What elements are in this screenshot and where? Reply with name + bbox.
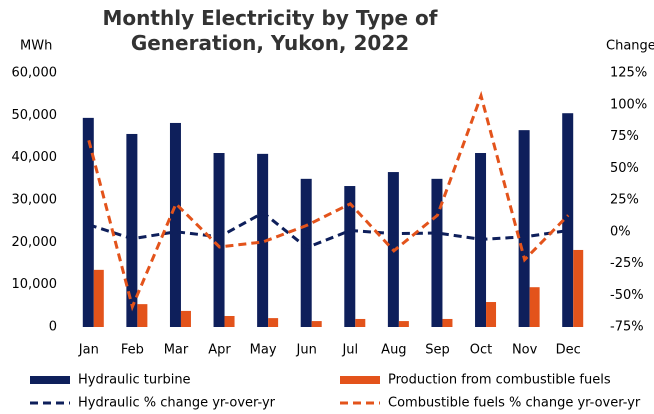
legend-label: Hydraulic % change yr-over-yr xyxy=(78,396,276,411)
y2-tick-label: -50% xyxy=(610,288,644,303)
y2-tick-label: -75% xyxy=(610,320,644,335)
bar xyxy=(442,318,453,327)
x-tick-label: Sep xyxy=(425,343,450,358)
bar xyxy=(300,178,312,327)
bar xyxy=(137,304,148,327)
y2-axis-label: Change xyxy=(606,39,654,54)
bar xyxy=(518,130,530,327)
x-tick-label: Jan xyxy=(78,343,99,358)
x-tick-label: Apr xyxy=(208,343,231,358)
bar xyxy=(257,153,269,327)
bar xyxy=(562,113,574,327)
bar xyxy=(268,318,279,327)
y-tick-label: 40,000 xyxy=(12,150,58,165)
y2-tick-label: 100% xyxy=(610,97,647,112)
bar xyxy=(93,269,104,327)
x-tick-label: Mar xyxy=(164,343,189,358)
bar xyxy=(355,318,366,327)
y-tick-label: 30,000 xyxy=(12,193,58,208)
y-tick-label: 0 xyxy=(49,320,57,335)
x-tick-label: Oct xyxy=(470,343,492,358)
bar xyxy=(573,249,584,327)
legend-label: Combustible fuels % change yr-over-yr xyxy=(388,396,641,411)
x-tick-label: Feb xyxy=(121,343,144,358)
x-tick-label: May xyxy=(250,343,277,358)
bar xyxy=(213,153,225,327)
bar xyxy=(344,186,356,327)
y2-tick-label: 125% xyxy=(610,66,647,81)
y2-tick-label: 25% xyxy=(610,193,639,208)
bar xyxy=(529,287,540,327)
bar xyxy=(82,117,94,327)
bar xyxy=(126,133,138,327)
y-axis-label: MWh xyxy=(20,39,52,54)
line-series xyxy=(88,210,569,250)
bar xyxy=(398,321,409,327)
bar xyxy=(180,310,191,327)
y2-tick-label: 75% xyxy=(610,129,639,144)
legend-swatch xyxy=(340,376,380,384)
y2-tick-label: -25% xyxy=(610,256,644,271)
bar xyxy=(431,178,443,327)
bar xyxy=(224,315,235,327)
bar xyxy=(486,302,497,327)
y-tick-label: 10,000 xyxy=(12,277,58,292)
x-tick-label: Dec xyxy=(556,343,581,358)
y2-tick-label: 0% xyxy=(610,224,631,239)
legend-label: Production from combustible fuels xyxy=(388,373,611,388)
x-tick-label: Jul xyxy=(341,343,358,358)
y-tick-label: 50,000 xyxy=(12,108,58,123)
legend-label: Hydraulic turbine xyxy=(78,373,191,388)
chart-title: Monthly Electricity by Type of Generatio… xyxy=(102,6,438,55)
y2-tick-label: 50% xyxy=(610,161,639,176)
x-tick-label: Jun xyxy=(296,343,317,358)
bar xyxy=(311,321,322,327)
line-series xyxy=(87,90,570,312)
y-tick-label: 20,000 xyxy=(12,235,58,250)
y-tick-label: 60,000 xyxy=(12,66,58,81)
x-tick-label: Aug xyxy=(381,343,406,358)
x-tick-label: Nov xyxy=(512,343,538,358)
bar xyxy=(169,122,181,327)
legend-swatch xyxy=(30,376,70,384)
